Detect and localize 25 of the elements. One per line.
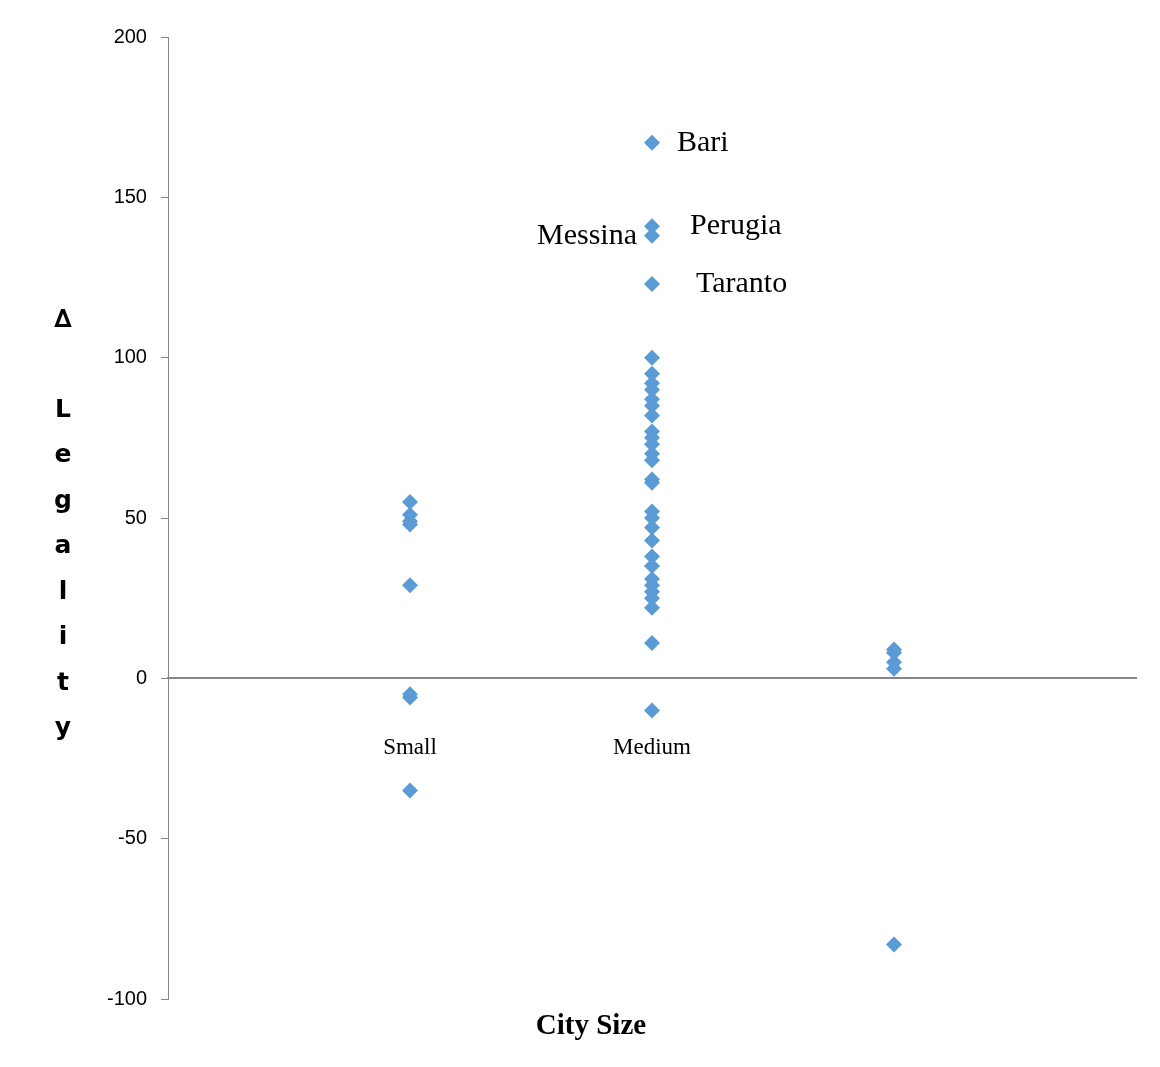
y-tick-label: -50: [118, 826, 147, 849]
point: [644, 275, 660, 292]
point: [644, 349, 660, 366]
y-tick-label: 150: [113, 184, 147, 207]
point: [886, 936, 902, 953]
annotation: Messina: [537, 216, 637, 250]
x-tick-label: Medium: [613, 734, 692, 760]
annotation: Taranto: [696, 264, 788, 298]
point: [644, 702, 660, 719]
point: [402, 493, 418, 510]
point: [402, 577, 418, 594]
y-tick-label: 200: [113, 24, 147, 47]
x-tick-label: Small: [383, 734, 437, 760]
point: [402, 782, 418, 799]
annotation: Bari: [677, 123, 729, 157]
text: ∆ Legality: [54, 303, 72, 741]
point: [644, 532, 660, 549]
y-tick-label: 50: [124, 505, 147, 528]
point: [644, 635, 660, 652]
y-tick-label: 0: [135, 665, 147, 688]
x-axis-title: City Size: [535, 1008, 647, 1041]
y-tick-label: 100: [113, 345, 147, 368]
point: [644, 134, 660, 151]
y-tick-label: -100: [106, 986, 147, 1009]
annotation: Perugia: [690, 207, 782, 241]
